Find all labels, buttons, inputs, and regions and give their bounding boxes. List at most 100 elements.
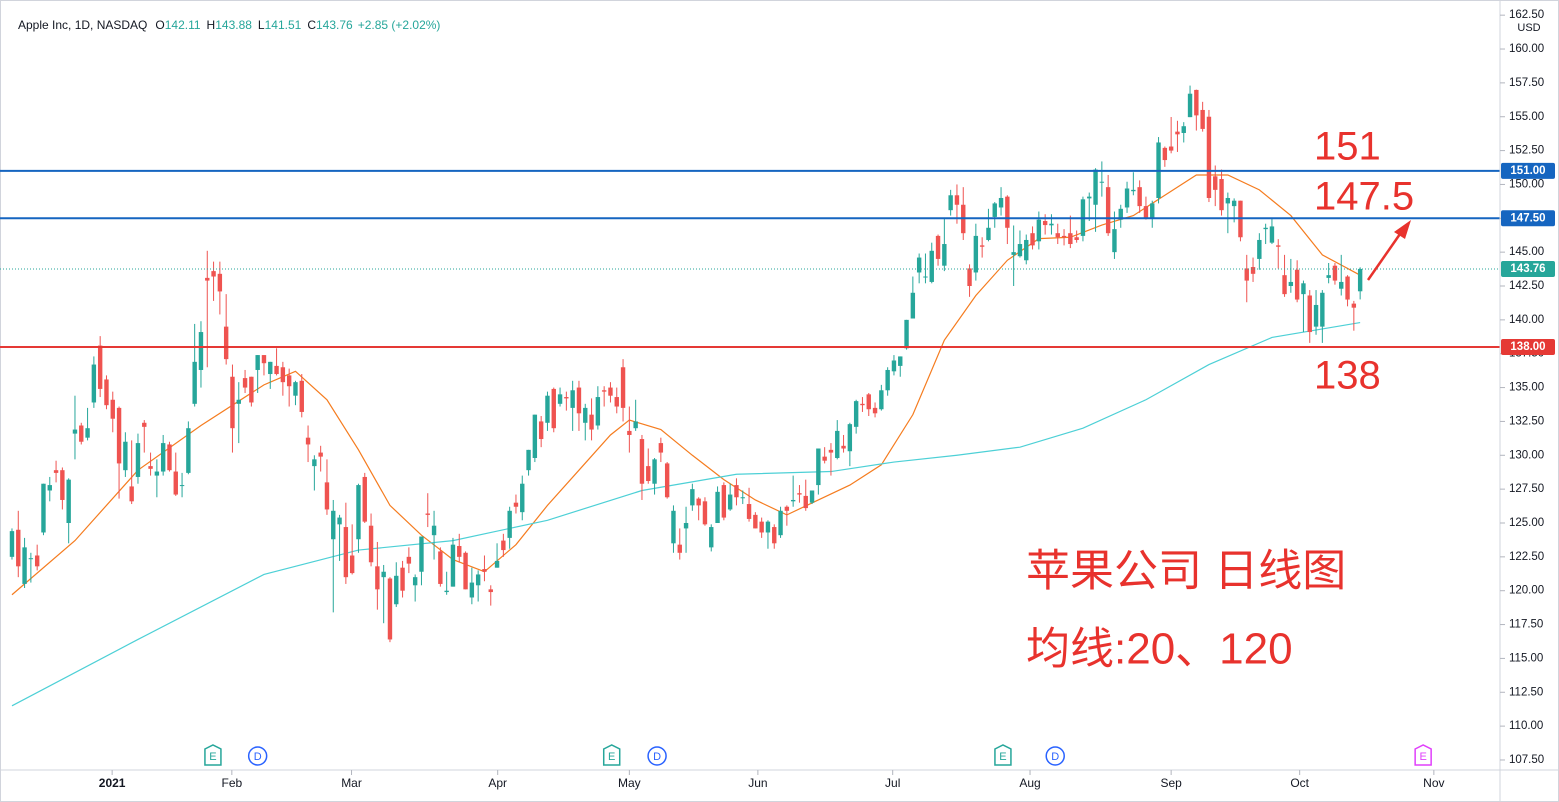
event-icon: [1414, 744, 1432, 766]
candle-body: [1200, 109, 1205, 129]
candle-body: [249, 376, 254, 403]
candle-body: [1068, 233, 1073, 245]
candle-body: [551, 388, 556, 429]
event-marker: D: [1045, 746, 1065, 766]
candle-body: [841, 445, 846, 449]
candle-body: [633, 421, 638, 429]
candle-body: [475, 574, 481, 586]
candle-body: [123, 441, 128, 471]
candle-body: [236, 399, 241, 404]
candle-body: [526, 449, 531, 471]
candle-body: [910, 292, 916, 319]
candle-body: [1231, 200, 1237, 207]
candle-body: [34, 555, 40, 567]
candle-body: [620, 367, 626, 408]
candle-body: [790, 499, 796, 502]
candle-body: [1137, 187, 1142, 207]
candle-body: [986, 227, 991, 240]
candle-body: [205, 277, 210, 281]
candle-body: [343, 527, 349, 578]
last-price-label: 143.76: [1510, 263, 1545, 275]
candle-body: [513, 502, 519, 507]
moving-average: [11, 174, 1361, 596]
candle-body: [1313, 304, 1319, 327]
candle-body: [1225, 197, 1231, 204]
candle-body: [992, 203, 997, 217]
candle-body: [690, 489, 695, 506]
event-label: E: [608, 751, 615, 763]
candle-body: [1263, 227, 1268, 230]
y-tick-label: 107.50: [1509, 754, 1544, 766]
candle-body: [646, 466, 651, 482]
event-marker: E: [1414, 744, 1432, 766]
candle-body: [1150, 203, 1155, 219]
candle-body: [1005, 196, 1010, 228]
candle-body: [501, 540, 506, 551]
x-tick-label: Jun: [748, 776, 767, 790]
candle-body: [394, 575, 399, 605]
candle-body: [778, 510, 783, 536]
candle-body: [494, 560, 500, 568]
candle-body: [104, 379, 109, 406]
candle-body: [1124, 188, 1130, 208]
candle-body: [482, 569, 487, 572]
candle-body: [872, 407, 878, 414]
candle-body: [1213, 176, 1218, 190]
candle-body: [312, 459, 317, 467]
candle-body: [167, 444, 172, 471]
x-tick-label: Apr: [488, 776, 507, 790]
y-tick-label: 132.50: [1509, 415, 1544, 427]
candle-body: [803, 495, 808, 509]
candle-body: [242, 378, 248, 388]
candle-body: [1093, 169, 1098, 205]
candle-body: [784, 506, 790, 511]
candle-body: [608, 387, 613, 396]
x-tick-label: Oct: [1290, 776, 1309, 790]
candle-body: [97, 345, 103, 389]
last-price-box: [1501, 260, 1555, 277]
candle-body: [1181, 126, 1186, 133]
candle-body: [110, 399, 115, 419]
candle-body: [702, 501, 708, 525]
y-tick-label: 135.00: [1509, 382, 1544, 394]
annotation: 均线:20、120: [1026, 625, 1293, 674]
candle-body: [727, 494, 733, 510]
candle-body: [1162, 147, 1168, 161]
candle-body: [879, 390, 884, 410]
header-part: H: [207, 18, 216, 32]
candle-body: [299, 380, 304, 412]
candle-body: [85, 428, 90, 438]
y-tick-label: 157.50: [1509, 77, 1544, 89]
header-part: 143.88: [215, 18, 252, 32]
candle-body: [1187, 93, 1193, 118]
y-tick-label: 160.00: [1509, 43, 1544, 55]
candle-body: [16, 529, 21, 567]
candle-body: [1282, 275, 1287, 295]
candle-body: [324, 482, 330, 510]
candle-body: [923, 276, 928, 278]
candle-body: [557, 394, 563, 404]
candle-body: [967, 268, 972, 287]
candle-body: [66, 479, 71, 523]
y-tick-label: 152.50: [1509, 145, 1544, 157]
candle-body: [230, 376, 235, 429]
y-tick-label: 112.50: [1509, 686, 1543, 698]
candle-body: [942, 244, 947, 266]
candle-body: [337, 517, 342, 525]
candle-body: [331, 510, 336, 540]
candle-body: [545, 395, 550, 423]
y-tick-label: 155.00: [1509, 111, 1544, 123]
candle-body: [412, 577, 418, 586]
candle-body: [318, 452, 323, 457]
candle-body: [765, 521, 771, 533]
currency: USD: [1517, 22, 1540, 34]
event-marker: D: [647, 746, 667, 766]
candle-body: [1036, 219, 1042, 242]
x-tick-label: Sep: [1160, 776, 1182, 790]
candle-body: [1219, 179, 1224, 211]
arrow-head: [1394, 220, 1411, 239]
candle-body: [734, 485, 739, 498]
candle-body: [305, 437, 311, 445]
candle-body: [375, 566, 380, 590]
